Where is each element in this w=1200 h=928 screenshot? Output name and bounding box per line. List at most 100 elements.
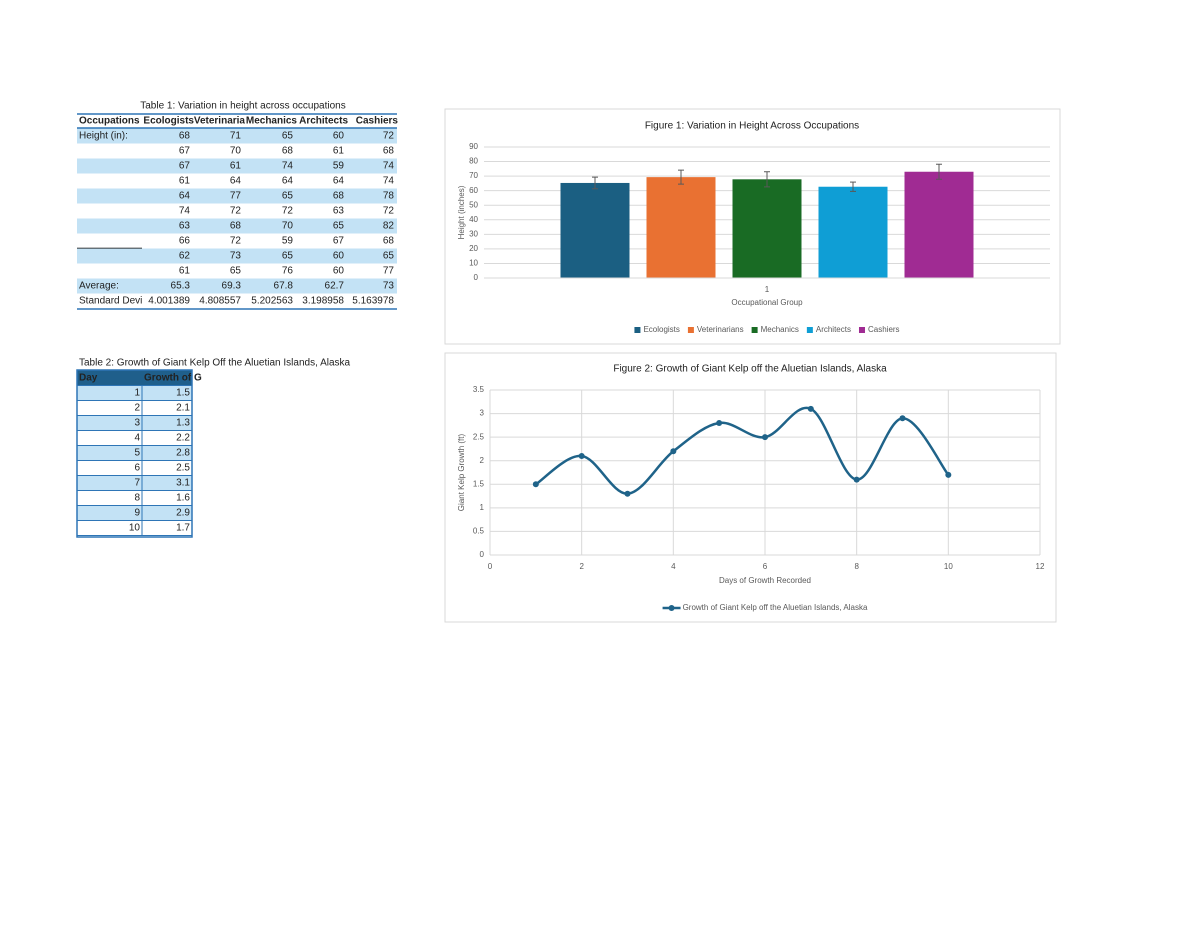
cell: 3.1 <box>176 478 190 489</box>
bar <box>732 179 802 278</box>
cell: 62.7 <box>325 281 345 292</box>
y-tick-label: 50 <box>469 200 478 209</box>
table-border <box>76 369 193 538</box>
x-tick-label: 6 <box>763 562 768 571</box>
error-bar <box>850 181 856 192</box>
bar <box>560 182 630 278</box>
cell: 67.8 <box>274 281 294 292</box>
bar <box>646 177 716 278</box>
cell: 62 <box>179 251 191 262</box>
cell: 72 <box>230 206 242 217</box>
cell: 77 <box>230 191 242 202</box>
legend-swatch <box>858 327 865 333</box>
y-axis-title: Giant Kelp Growth (ft) <box>457 433 466 511</box>
column-header: Ecologists <box>143 116 194 127</box>
y-tick-label: 10 <box>469 259 478 268</box>
y-tick-label: 20 <box>469 244 478 253</box>
chart-title: Figure 2: Growth of Giant Kelp off the A… <box>613 364 887 375</box>
cell: 72 <box>282 206 294 217</box>
cell: 4 <box>134 433 140 444</box>
y-tick-label: 1.5 <box>473 479 485 488</box>
row-label: Height (in): <box>79 131 128 142</box>
bar <box>818 186 888 278</box>
cell: 70 <box>282 221 294 232</box>
cell: 2.1 <box>176 403 190 414</box>
cell: 8 <box>134 493 140 504</box>
cell: 1 <box>134 388 140 399</box>
legend-label: Ecologists <box>643 325 679 334</box>
cell: 68 <box>179 131 191 142</box>
legend-swatch <box>634 327 641 333</box>
cell: 68 <box>230 221 242 232</box>
chart-title: Figure 1: Variation in Height Across Occ… <box>645 121 859 132</box>
cell: 74 <box>179 206 191 217</box>
row-fill <box>77 278 397 294</box>
row-label: Average: <box>79 281 119 292</box>
column-header: Cashiers <box>356 116 399 127</box>
x-tick-label: 1 <box>765 285 770 294</box>
y-tick-label: 3 <box>480 409 485 418</box>
cell: 65.3 <box>171 281 191 292</box>
cell: 60 <box>333 131 345 142</box>
table-title: Table 1: Variation in height across occu… <box>140 101 346 112</box>
x-tick-label: 10 <box>944 562 953 571</box>
cell: 77 <box>383 266 395 277</box>
error-bar <box>678 169 684 185</box>
cell: 76 <box>282 266 294 277</box>
cell: 64 <box>282 176 294 187</box>
cell: 74 <box>282 161 294 172</box>
cell: 63 <box>179 221 191 232</box>
cell: 68 <box>282 146 294 157</box>
header-fill <box>77 370 192 385</box>
point <box>716 420 723 426</box>
cell: 2 <box>134 403 140 414</box>
legend-label: Mechanics <box>761 325 799 334</box>
cell: 59 <box>282 236 294 247</box>
x-tick-label: 2 <box>579 562 584 571</box>
y-tick-label: 3.5 <box>473 385 485 394</box>
cell: 60 <box>333 251 345 262</box>
cell: 2.8 <box>176 448 190 459</box>
cell: 7 <box>134 478 140 489</box>
cell: 59 <box>333 161 345 172</box>
legend-label: Architects <box>816 325 851 334</box>
cell: 69.3 <box>222 281 242 292</box>
cell: 1.7 <box>176 523 190 534</box>
cell: 1.6 <box>176 493 190 504</box>
x-tick-label: 4 <box>671 562 676 571</box>
cell: 4.001389 <box>148 296 190 307</box>
point <box>899 415 906 422</box>
cell: 2.5 <box>176 463 190 474</box>
legend-label: Veterinarians <box>697 325 744 334</box>
column-header: Architects <box>299 116 348 127</box>
y-axis-title: Height (inches) <box>457 185 466 239</box>
legend-swatch <box>751 327 758 333</box>
row-fill <box>77 188 397 204</box>
cell: 70 <box>230 146 242 157</box>
y-tick-label: 60 <box>469 186 478 195</box>
legend: Growth of Giant Kelp off the Aluetian Is… <box>662 603 868 612</box>
cell: 61 <box>230 161 242 172</box>
cell: 64 <box>230 176 242 187</box>
y-tick-label: 2 <box>480 456 485 465</box>
cell: 10 <box>129 523 141 534</box>
cell: 61 <box>179 176 191 187</box>
cell: 5.163978 <box>352 296 394 307</box>
cell: 72 <box>230 236 242 247</box>
cell: 65 <box>383 251 395 262</box>
legend-swatch <box>687 327 694 333</box>
column-header: Occupations <box>79 116 140 127</box>
cell: 67 <box>333 236 345 247</box>
cell: 67 <box>179 146 191 157</box>
cell: 9 <box>134 508 140 519</box>
cell: 73 <box>383 281 395 292</box>
cell: 61 <box>179 266 191 277</box>
error-bar <box>936 163 942 180</box>
y-tick-label: 30 <box>469 229 478 238</box>
point <box>807 405 814 412</box>
point <box>624 490 631 497</box>
point <box>578 453 585 459</box>
y-tick-label: 70 <box>469 171 478 180</box>
cell: 65 <box>282 131 294 142</box>
